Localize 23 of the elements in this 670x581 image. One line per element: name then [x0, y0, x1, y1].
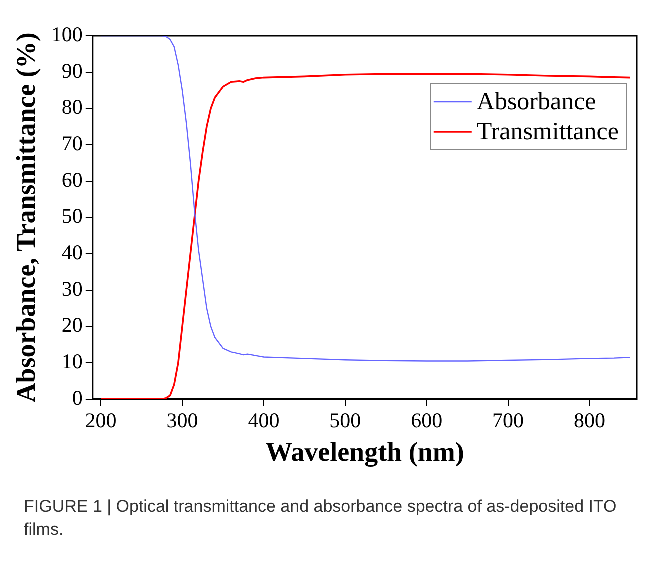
y-tick-label: 20: [62, 313, 83, 338]
caption: FIGURE 1 | Optical transmittance and absorbance spectra of as-deposited ITO films.: [24, 496, 618, 541]
y-tick-label: 90: [62, 58, 83, 83]
x-tick-label: 600: [411, 408, 443, 433]
x-tick-label: 800: [574, 408, 606, 433]
legend-label: Absorbance: [476, 88, 596, 116]
legend-label: Transmittance: [476, 118, 620, 146]
y-tick-label: 10: [62, 350, 83, 374]
y-tick-label: 50: [62, 204, 83, 228]
x-tick-label: 200: [85, 408, 117, 433]
y-axis-title: Absorbance, Transmittance (%): [11, 32, 42, 403]
x-tick-label: 300: [166, 408, 198, 433]
y-tick-label: 60: [62, 168, 83, 192]
y-tick-label: 40: [62, 240, 83, 265]
x-tick-label: 700: [492, 408, 524, 433]
x-tick-label: 400: [248, 408, 280, 433]
x-tick-label: 500: [330, 408, 362, 433]
y-tick-label: 80: [62, 95, 83, 120]
x-axis-title: Wavelength (nm): [266, 436, 464, 467]
y-tick-label: 100: [51, 22, 83, 47]
y-tick-label: 30: [62, 276, 83, 301]
y-tick-label: 70: [62, 132, 83, 156]
y-tick-label: 0: [72, 386, 83, 410]
